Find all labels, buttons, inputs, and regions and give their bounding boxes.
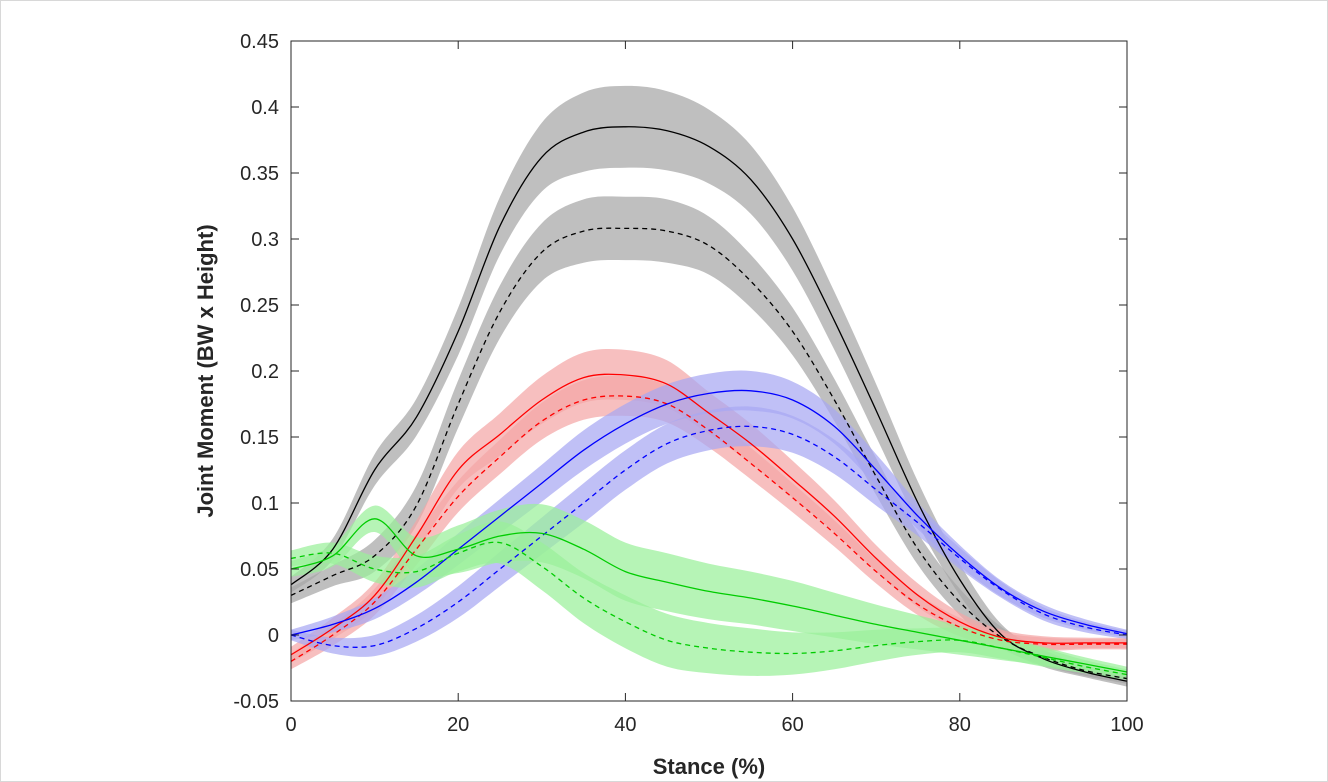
series-line-2 xyxy=(290,227,1128,680)
series-line-5 xyxy=(290,389,1128,636)
sd-bands-group xyxy=(291,85,1127,687)
series-line-3 xyxy=(290,373,1127,656)
y-tick-label: 0 xyxy=(268,625,279,647)
sd-band-3 xyxy=(291,348,1127,663)
series-line-7 xyxy=(290,518,1128,673)
x-axis-title: Stance (%) xyxy=(653,754,765,779)
y-tick-label: 0.15 xyxy=(240,427,279,449)
y-tick-label: 0.25 xyxy=(240,295,279,317)
series-line-1 xyxy=(290,126,1128,682)
y-axis-title: Joint Moment (BW x Height) xyxy=(193,224,218,517)
y-tick-label: 0.45 xyxy=(240,31,279,53)
x-tick-label: 80 xyxy=(949,714,971,736)
x-tick-label: 20 xyxy=(447,714,469,736)
y-tick-label: 0.2 xyxy=(251,361,279,383)
y-axis: -0.05 0 0.05 0.1 0.15 0.2 0.25 0.3 0.35 0.4 0.45 xyxy=(233,31,1127,713)
y-tick-label: -0.05 xyxy=(233,691,279,713)
y-tick-label: 0.05 xyxy=(240,559,279,581)
x-tick-label: 0 xyxy=(285,714,296,736)
x-tick-label: 60 xyxy=(781,714,803,736)
sd-band-1 xyxy=(291,85,1127,687)
y-tick-label: 0.35 xyxy=(240,163,279,185)
y-tick-label: 0.3 xyxy=(251,229,279,251)
series-lines-group xyxy=(290,126,1128,682)
sd-band-8 xyxy=(291,521,1127,680)
sd-band-2 xyxy=(291,196,1127,684)
x-axis: 0 20 40 60 80 100 xyxy=(285,41,1144,736)
x-tick-label: 100 xyxy=(1110,714,1143,736)
series-line-6 xyxy=(290,425,1128,648)
x-tick-label: 40 xyxy=(614,714,636,736)
y-tick-label: 0.1 xyxy=(251,493,279,515)
y-tick-label: 0.4 xyxy=(251,97,279,119)
